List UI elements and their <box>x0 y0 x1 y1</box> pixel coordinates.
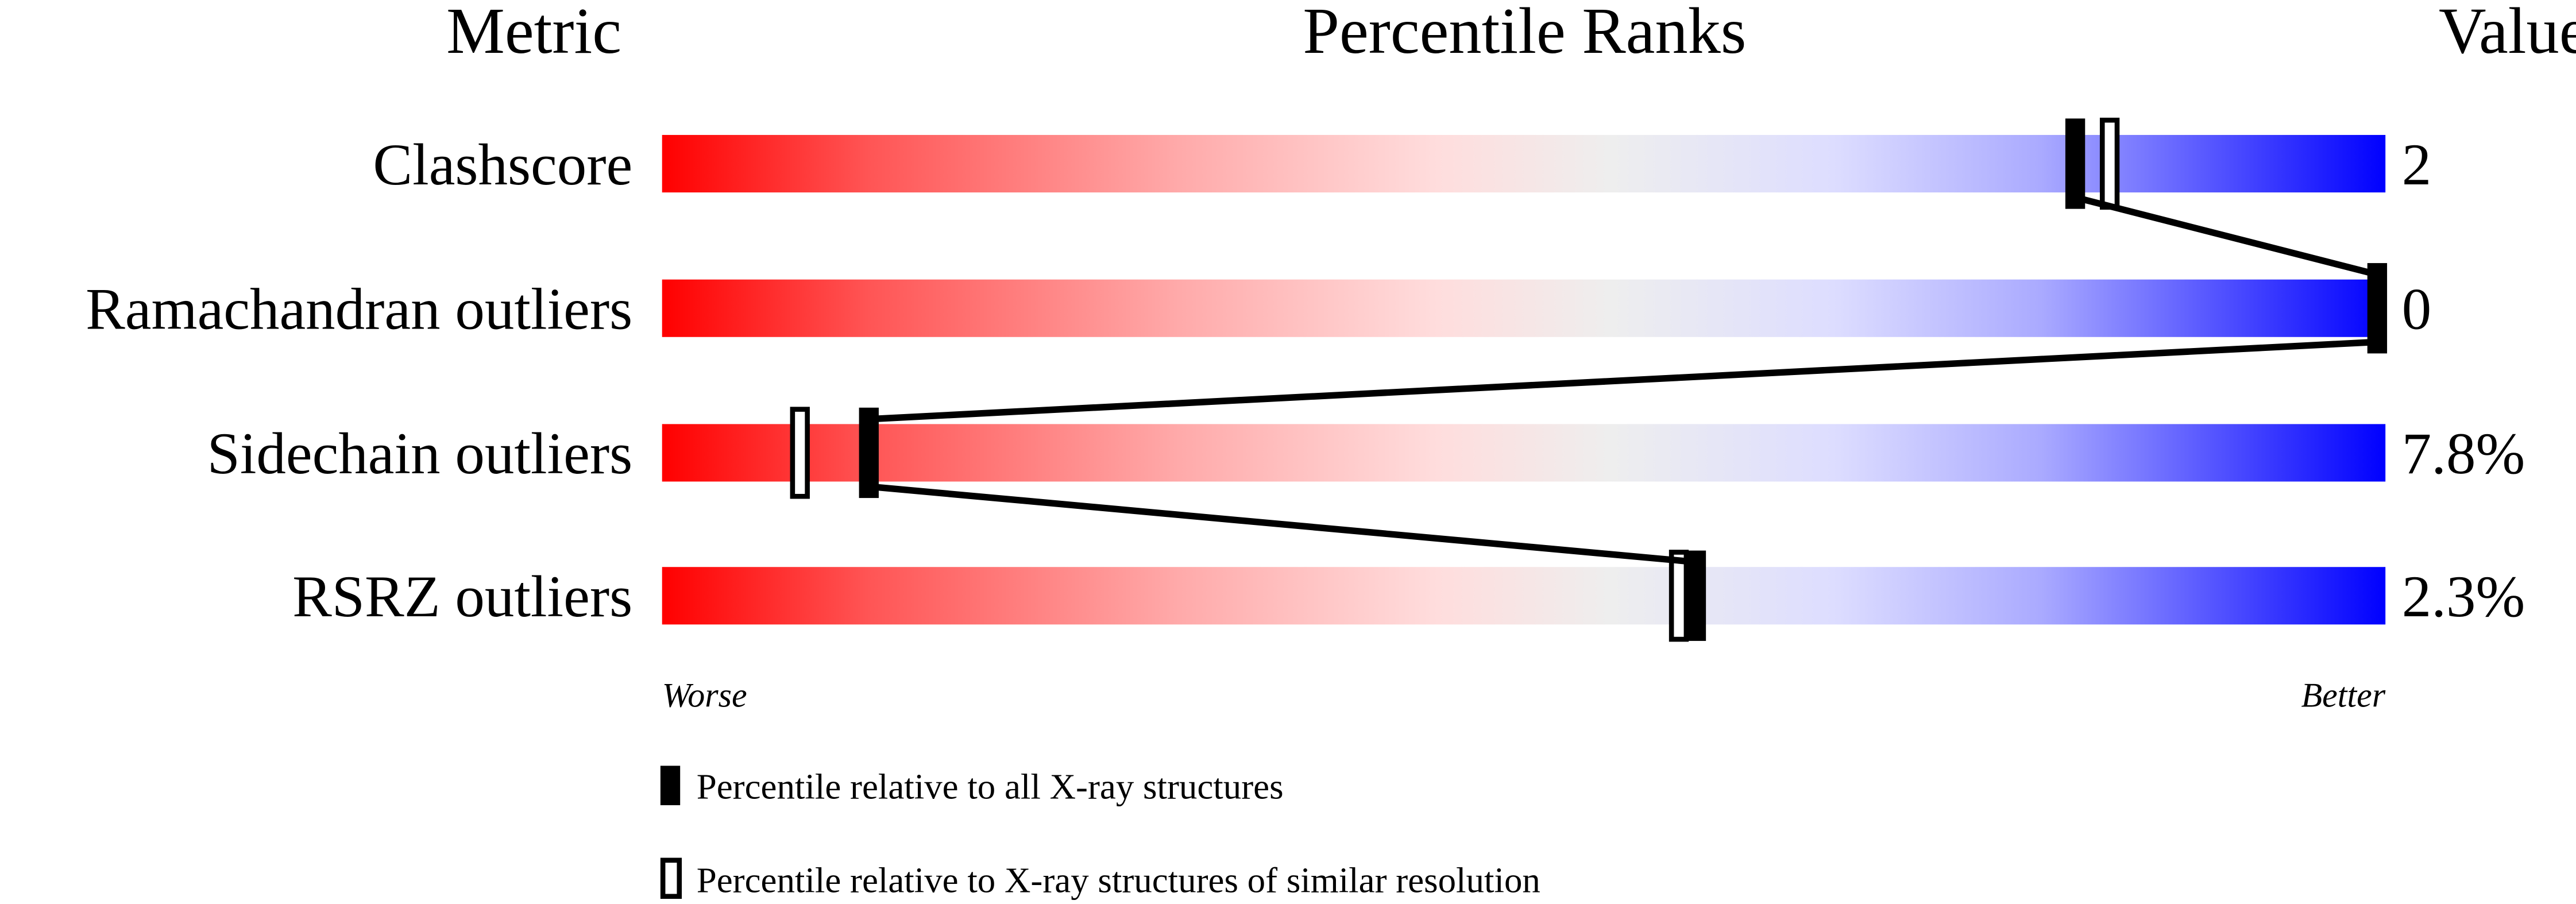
metric-value: 0 <box>2402 276 2431 342</box>
worse-label: Worse <box>662 675 747 714</box>
metric-value: 7.8% <box>2402 421 2525 486</box>
connector-line <box>868 338 2378 423</box>
legend-open-label: Percentile relative to X-ray structures … <box>697 860 1540 901</box>
similar-resolution-marker <box>790 407 810 499</box>
header-value: Value <box>2439 0 2576 67</box>
all-structures-marker <box>859 407 879 499</box>
header-metric: Metric <box>446 0 621 67</box>
all-structures-marker <box>1686 550 1706 641</box>
legend-filled-marker <box>660 766 681 805</box>
header-percentile-ranks: Percentile Ranks <box>1303 0 1746 67</box>
legend-open-marker <box>660 857 682 899</box>
legend-filled-label: Percentile relative to all X-ray structu… <box>697 767 1284 807</box>
percentile-bar <box>662 279 2386 337</box>
metric-label: Sidechain outliers <box>207 421 633 486</box>
all-structures-marker <box>2065 118 2085 209</box>
metric-value: 2 <box>2402 132 2431 198</box>
percentile-bar <box>662 134 2386 193</box>
percentile-bar <box>662 424 2386 482</box>
better-label: Better <box>2301 675 2385 714</box>
similar-resolution-marker <box>1669 550 1689 642</box>
connector-line <box>2074 194 2378 278</box>
similar-resolution-marker <box>2099 117 2120 210</box>
all-structures-marker <box>2367 263 2388 354</box>
percentile-bar <box>662 567 2386 625</box>
metric-value: 2.3% <box>2402 564 2525 629</box>
metric-label: RSRZ outliers <box>292 564 632 629</box>
metric-label: Ramachandran outliers <box>86 276 632 342</box>
connector-line <box>868 483 1697 566</box>
legend: Percentile relative to all X-ray structu… <box>660 766 1540 901</box>
metric-label: Clashscore <box>373 132 632 198</box>
